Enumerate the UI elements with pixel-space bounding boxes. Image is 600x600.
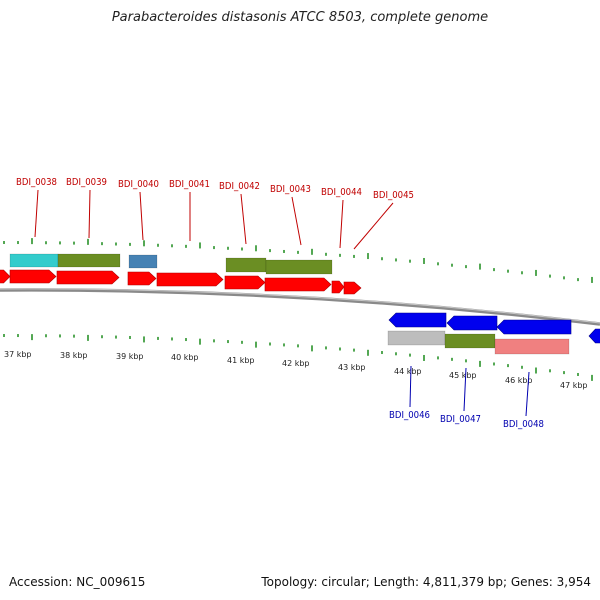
cog-block-reverse: [444, 333, 496, 349]
cds-track-reverse: [388, 312, 600, 344]
genome-backbone: [0, 288, 600, 326]
gene-label-forward: BDI_0039: [66, 177, 107, 188]
gene-leader-line: [34, 189, 39, 238]
cog-track-forward: [9, 253, 333, 275]
genome-backbone-highlight: [0, 288, 600, 324]
gene-label-reverse: BDI_0046: [389, 410, 430, 421]
gene-label-reverse: BDI_0047: [440, 414, 481, 425]
cog-block-forward: [57, 253, 121, 268]
cog-block-forward: [9, 253, 59, 268]
accession-text: Accession: NC_009615: [9, 575, 146, 589]
gene-leader-line: [525, 371, 530, 417]
cds-arrow-reverse: [588, 328, 600, 344]
cds-arrow-forward: [0, 269, 11, 284]
cog-block-reverse: [494, 338, 570, 355]
gene-label-forward: BDI_0042: [219, 181, 260, 192]
gene-leader-line: [409, 365, 412, 408]
tick-label: 45 kbp: [449, 371, 477, 380]
tick-label: 40 kbp: [171, 353, 199, 362]
cds-arrow-forward: [127, 271, 157, 286]
gene-label-forward: BDI_0040: [118, 179, 159, 190]
gene-leader-line: [139, 191, 144, 241]
tick-label: 37 kbp: [4, 350, 32, 359]
cds-arrow-forward: [331, 280, 345, 294]
gene-leader-line: [353, 202, 394, 250]
tick-row-top: [3, 238, 593, 283]
gene-label-reverse: BDI_0048: [503, 419, 544, 430]
cds-arrow-forward: [343, 281, 362, 295]
gene-label-forward: BDI_0044: [321, 187, 362, 198]
gene-label-forward: BDI_0041: [169, 179, 210, 190]
gene-leader-line: [463, 367, 467, 412]
cds-arrow-forward: [224, 275, 266, 290]
tick-label: 39 kbp: [116, 352, 144, 361]
genome-summary-text: Topology: circular; Length: 4,811,379 bp…: [261, 575, 591, 589]
tick-label: 47 kbp: [560, 381, 588, 390]
cds-arrow-forward: [9, 269, 57, 284]
cds-track-forward: [0, 269, 362, 295]
cds-arrow-forward: [264, 277, 332, 292]
gene-leader-line: [339, 199, 344, 249]
tick-label: 44 kbp: [394, 367, 422, 376]
tick-label: 43 kbp: [338, 363, 366, 372]
page-title: Parabacteroides distasonis ATCC 8503, co…: [111, 10, 489, 25]
gene-labels: BDI_0038 BDI_0039 BDI_0040 BDI_0041 BDI_0042…: [16, 177, 544, 430]
cds-arrow-reverse: [388, 312, 447, 328]
gene-leader-line: [240, 193, 247, 245]
gene-label-forward: BDI_0045: [373, 190, 414, 201]
tick-labels: 37 kbp 38 kbp 39 kbp 40 kbp 41 kbp 42 kbp 43 k…: [4, 350, 588, 390]
tick-label: 42 kbp: [282, 359, 310, 368]
cog-block-forward: [225, 257, 267, 273]
tick-label: 38 kbp: [60, 351, 88, 360]
cog-block-forward: [265, 259, 333, 275]
cog-block-forward: [128, 254, 158, 269]
tick-label: 46 kbp: [505, 376, 533, 385]
cds-arrow-forward: [56, 270, 120, 285]
tick-label: 41 kbp: [227, 356, 255, 365]
tick-row-bottom: [3, 334, 593, 381]
cds-arrow-forward: [156, 272, 224, 287]
gene-leader-line: [291, 196, 302, 246]
gene-label-forward: BDI_0043: [270, 184, 311, 195]
gene-label-forward: BDI_0038: [16, 177, 57, 188]
cds-arrow-reverse: [496, 319, 572, 335]
cog-track-reverse: [387, 330, 570, 355]
gene-leader-line: [88, 189, 91, 239]
cds-arrow-reverse: [446, 315, 498, 331]
cog-block-reverse: [387, 330, 446, 346]
